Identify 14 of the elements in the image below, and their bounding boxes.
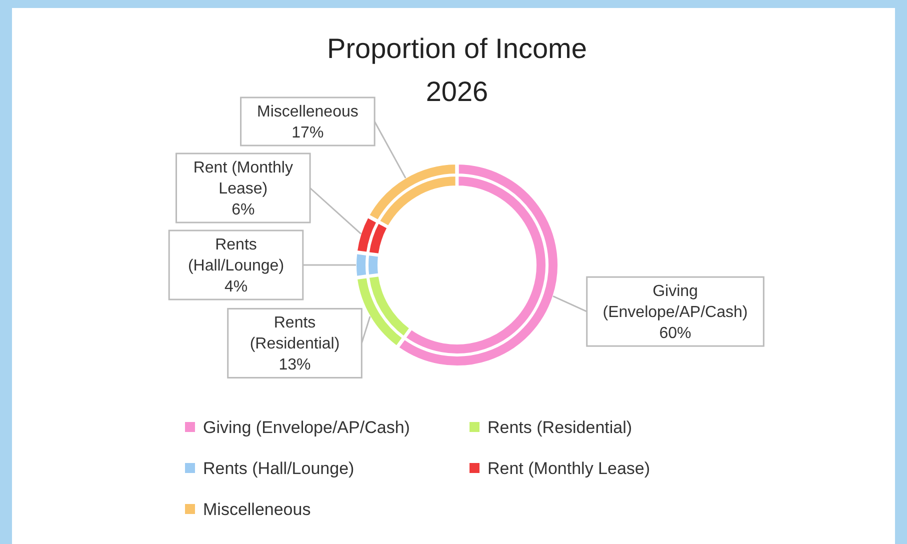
slice-label: Rents (Residential): [250, 314, 340, 353]
legend-label: Rents (Hall/Lounge): [203, 459, 354, 478]
legend-label: Giving (Envelope/AP/Cash): [203, 418, 410, 437]
slice-label: Rent (Monthly Lease): [193, 160, 293, 198]
legend-label: Miscelleneous: [203, 500, 311, 519]
data-label: 17%: [292, 124, 324, 142]
data-label: 4%: [224, 278, 248, 296]
legend-label: Rent (Monthly Lease): [488, 459, 650, 478]
slice-label: Giving (Envelope/AP/Cash): [602, 283, 748, 322]
data-label: 6%: [232, 202, 255, 218]
data-label: 60%: [659, 325, 692, 342]
data-label: 13%: [278, 356, 311, 374]
slice-label: Rents (Hall/Lounge): [188, 236, 284, 274]
legend-label: Rents (Residential): [488, 418, 632, 437]
